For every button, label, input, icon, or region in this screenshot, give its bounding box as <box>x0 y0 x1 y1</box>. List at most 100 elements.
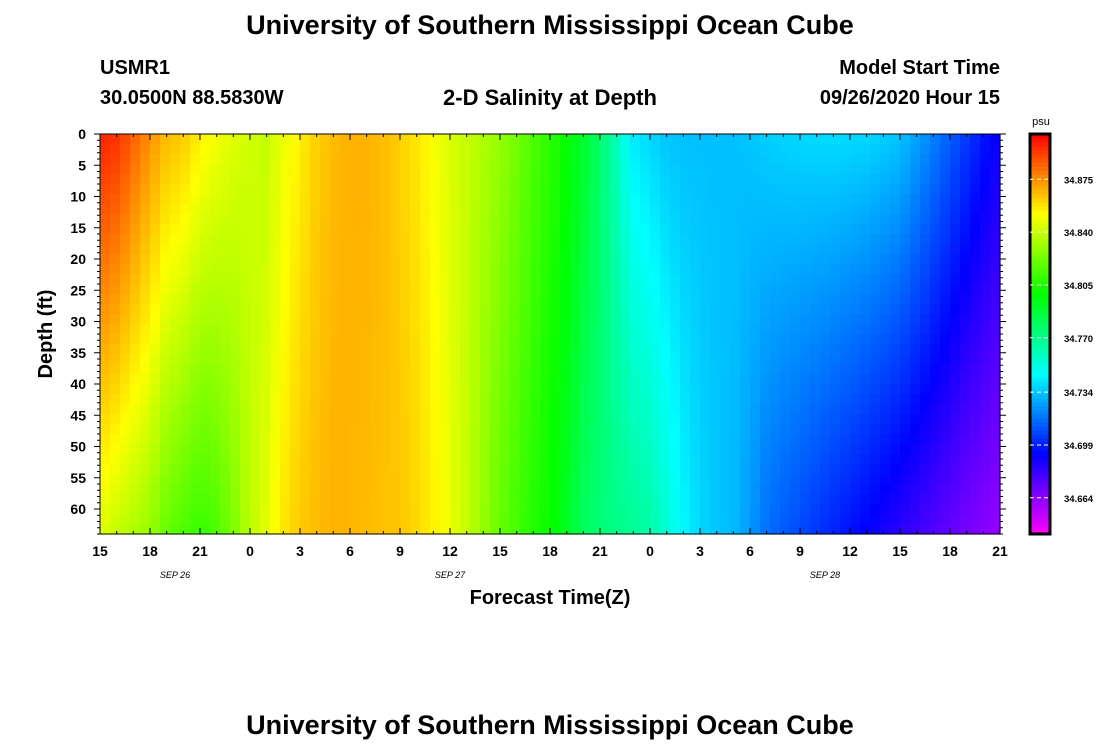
heatmap-cell <box>780 294 791 305</box>
heatmap-cell <box>330 264 341 275</box>
heatmap-cell <box>650 214 661 225</box>
heatmap-cell <box>280 364 291 375</box>
heatmap-cell <box>710 444 721 455</box>
heatmap-cell <box>230 344 241 355</box>
heatmap-cell <box>620 144 631 155</box>
heatmap-cell <box>360 354 371 365</box>
heatmap-cell <box>970 144 981 155</box>
heatmap-cell <box>270 244 281 255</box>
heatmap-cell <box>850 234 861 245</box>
heatmap-cell <box>400 464 411 475</box>
heatmap-cell <box>950 254 961 265</box>
heatmap-cell <box>510 144 521 155</box>
heatmap-cell <box>960 524 971 535</box>
heatmap-cell <box>440 264 451 275</box>
heatmap-cell <box>510 524 521 535</box>
heatmap-cell <box>470 144 481 155</box>
heatmap-cell <box>630 454 641 465</box>
heatmap-cell <box>520 184 531 195</box>
heatmap-cell <box>860 224 871 235</box>
heatmap-cell <box>550 164 561 175</box>
heatmap-cell <box>570 374 581 385</box>
heatmap-cell <box>420 134 431 145</box>
heatmap-cell <box>580 184 591 195</box>
heatmap-cell <box>330 274 341 285</box>
heatmap-cell <box>350 354 361 365</box>
heatmap-cell <box>640 324 651 335</box>
heatmap-cell <box>320 324 331 335</box>
heatmap-cell <box>870 454 881 465</box>
heatmap-cell <box>220 394 231 405</box>
heatmap-cell <box>690 224 701 235</box>
heatmap-cell <box>130 434 141 445</box>
heatmap-cell <box>300 274 311 285</box>
heatmap-cell <box>200 224 211 235</box>
heatmap-cell <box>950 224 961 235</box>
heatmap-cell <box>890 524 901 535</box>
heatmap-cell <box>750 184 761 195</box>
heatmap-cell <box>310 254 321 265</box>
heatmap-cell <box>510 234 521 245</box>
heatmap-cell <box>250 184 261 195</box>
heatmap-cell <box>280 304 291 315</box>
heatmap-cell <box>520 334 531 345</box>
heatmap-cell <box>370 324 381 335</box>
heatmap-cell <box>440 494 451 505</box>
heatmap-cell <box>540 504 551 515</box>
heatmap-cell <box>980 134 991 145</box>
heatmap-cell <box>700 214 711 225</box>
heatmap-cell <box>950 434 961 445</box>
heatmap-cell <box>370 154 381 165</box>
heatmap-cell <box>140 404 151 415</box>
heatmap-cell <box>780 524 791 535</box>
heatmap-cell <box>400 204 411 215</box>
heatmap-cell <box>650 424 661 435</box>
heatmap-cell <box>790 374 801 385</box>
heatmap-cell <box>300 394 311 405</box>
heatmap-cell <box>960 324 971 335</box>
heatmap-cell <box>230 464 241 475</box>
heatmap-cell <box>660 214 671 225</box>
heatmap-cell <box>480 444 491 455</box>
heatmap-cell <box>630 304 641 315</box>
heatmap-cell <box>880 494 891 505</box>
heatmap-cell <box>710 404 721 415</box>
heatmap-cell <box>950 294 961 305</box>
heatmap-cell <box>450 304 461 315</box>
heatmap-cell <box>290 244 301 255</box>
heatmap-cell <box>200 494 211 505</box>
heatmap-cell <box>940 254 951 265</box>
heatmap-cell <box>660 304 671 315</box>
heatmap-cell <box>150 434 161 445</box>
heatmap-cell <box>330 504 341 515</box>
heatmap-cell <box>930 164 941 175</box>
heatmap-cell <box>670 304 681 315</box>
heatmap-cell <box>500 214 511 225</box>
heatmap-cell <box>200 244 211 255</box>
heatmap-cell <box>880 214 891 225</box>
heatmap-cell <box>520 384 531 395</box>
heatmap-cell <box>510 374 521 385</box>
heatmap-cell <box>360 294 371 305</box>
heatmap-cell <box>790 484 801 495</box>
heatmap-cell <box>180 284 191 295</box>
heatmap-cell <box>630 214 641 225</box>
heatmap-cell <box>110 484 121 495</box>
heatmap-cell <box>300 294 311 305</box>
heatmap-cell <box>940 134 951 145</box>
heatmap-cell <box>860 314 871 325</box>
heatmap-cell <box>800 514 811 525</box>
heatmap-cell <box>570 254 581 265</box>
heatmap-cell <box>730 134 741 145</box>
heatmap-cell <box>150 444 161 455</box>
heatmap-cell <box>170 514 181 525</box>
heatmap-cell <box>440 304 451 315</box>
heatmap-cell <box>880 484 891 495</box>
heatmap-cell <box>310 164 321 175</box>
heatmap-cell <box>610 234 621 245</box>
heatmap-cell <box>880 134 891 145</box>
heatmap-cell <box>870 464 881 475</box>
heatmap-cell <box>820 424 831 435</box>
heatmap-cell <box>990 254 1001 265</box>
heatmap-cell <box>670 404 681 415</box>
